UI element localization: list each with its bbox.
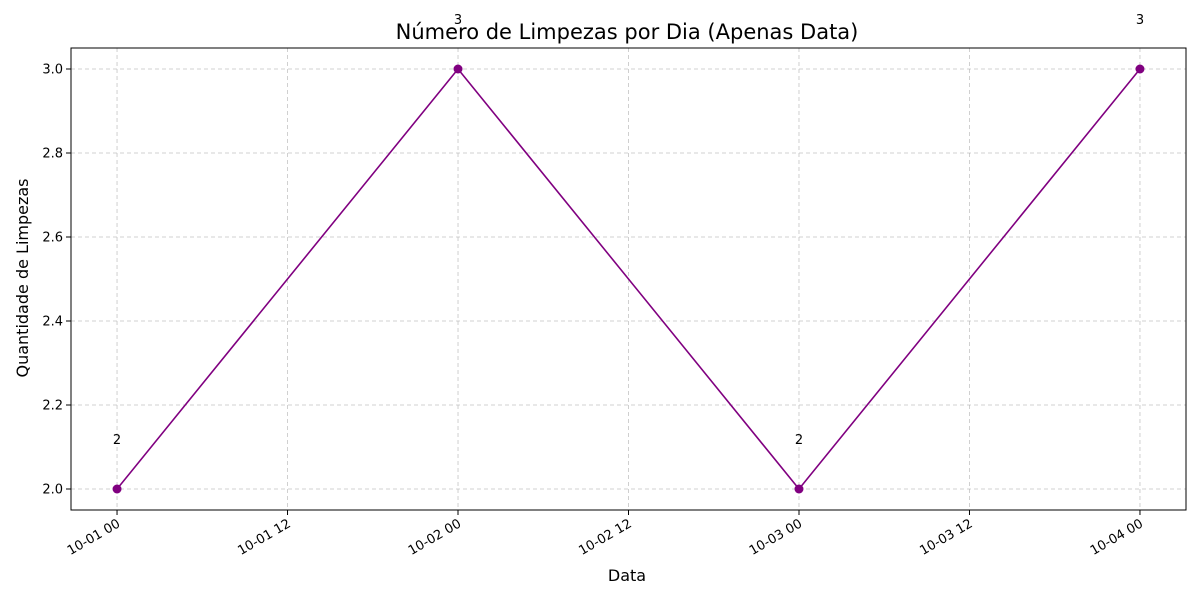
chart-title: Número de Limpezas por Dia (Apenas Data) xyxy=(396,20,859,44)
y-tick-label: 3.0 xyxy=(42,63,63,78)
data-point xyxy=(112,484,122,494)
data-label: 3 xyxy=(1136,13,1144,28)
x-tick-label: 10-01 12 xyxy=(235,516,293,558)
y-axis-label: Quantidade de Limpezas xyxy=(13,178,32,377)
series-line xyxy=(116,67,1141,491)
series-line-group xyxy=(116,67,1141,491)
data-point xyxy=(1135,64,1145,74)
y-tick-label: 2.0 xyxy=(42,483,63,498)
x-tick-label: 10-01 00 xyxy=(65,516,123,558)
data-label: 2 xyxy=(795,433,803,448)
y-tick-label: 2.8 xyxy=(42,147,63,162)
data-label: 3 xyxy=(454,13,462,28)
y-tick-label: 2.6 xyxy=(42,231,63,246)
y-tick-label: 2.4 xyxy=(42,315,63,330)
x-tick-label: 10-04 00 xyxy=(1088,516,1146,558)
x-axis-ticks: 10-01 00 10-01 12 10-02 00 10-02 12 10-03 00… xyxy=(65,510,1146,559)
data-point xyxy=(453,64,463,74)
data-label-group: 2 3 2 3 xyxy=(113,13,1144,448)
data-point-group xyxy=(112,64,1145,494)
x-tick-label: 10-03 12 xyxy=(917,516,975,558)
x-tick-label: 10-02 12 xyxy=(576,516,634,558)
x-tick-label: 10-02 00 xyxy=(406,516,464,558)
y-axis-ticks: 2.0 2.2 2.4 2.6 2.8 3.0 xyxy=(42,63,71,498)
x-axis-label: Data xyxy=(608,566,646,585)
data-point xyxy=(794,484,804,494)
x-tick-label: 10-03 00 xyxy=(747,516,805,558)
data-label: 2 xyxy=(113,433,121,448)
y-tick-label: 2.2 xyxy=(42,399,63,414)
